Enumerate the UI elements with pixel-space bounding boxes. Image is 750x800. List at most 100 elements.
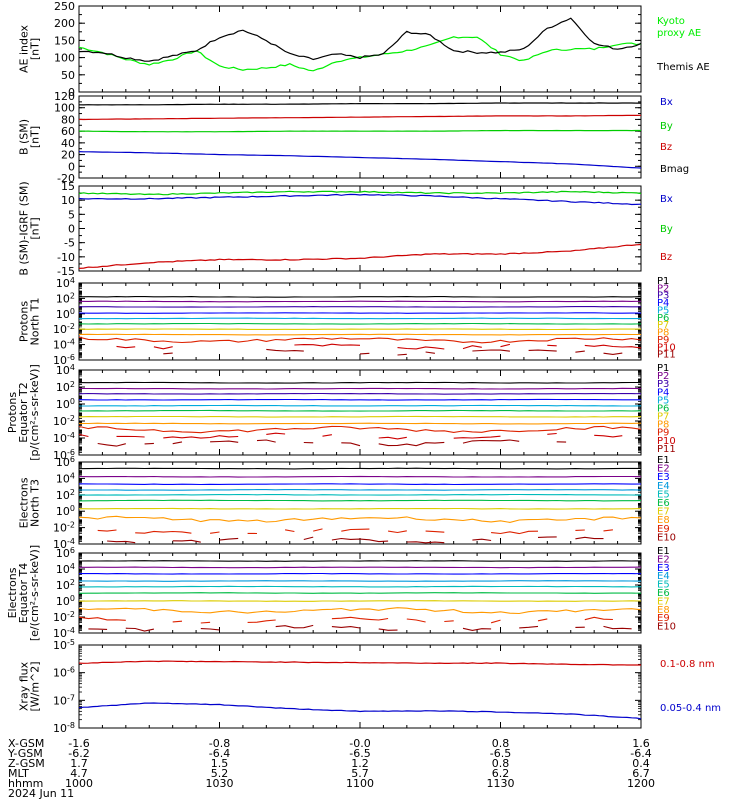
series-line-p4 — [78, 398, 641, 401]
series-line-p1 — [78, 296, 642, 298]
series-line-by — [78, 129, 641, 133]
y-tick-label: 104 — [56, 471, 75, 485]
x-row-label: X-GSM — [8, 737, 44, 750]
y-tick-label: 10-4 — [53, 338, 75, 352]
series-line-p11 — [97, 442, 126, 447]
panel-frame — [78, 644, 642, 729]
panel-ylabel: ProtonsEquator T2[p/(cm²-s-sr-keV)] — [6, 364, 41, 461]
legend-e5: E5 — [657, 489, 670, 500]
legend-p5: P5 — [657, 305, 669, 316]
y-tick-label: 100 — [56, 504, 75, 518]
legend-e4: E4 — [657, 571, 670, 582]
y-tick-label: -10 — [57, 251, 75, 264]
legend-e6: E6 — [657, 588, 670, 599]
series-line-p10 — [294, 343, 361, 347]
series-line-p10 — [584, 344, 642, 349]
series-line-e10 — [172, 539, 201, 543]
y-tick-label: 102 — [56, 488, 75, 502]
legend-e8: E8 — [657, 515, 670, 526]
series-line-e2 — [79, 566, 642, 569]
panel-ylabel: AE index[nT] — [18, 24, 42, 73]
y-tick-label: 102 — [56, 578, 75, 592]
x-tick-label: 6.2 — [492, 767, 510, 780]
series-line-e6 — [78, 592, 642, 594]
y-tick-label: 15 — [61, 180, 75, 193]
legend-p11: P11 — [657, 444, 676, 455]
series-line-e10 — [331, 537, 389, 543]
panel-pe: 10-6 10-4 10-2 100 102 104 ProtonsEquator T2[p… — [6, 363, 676, 462]
legend-e1: E1 — [657, 455, 670, 466]
series-line-p11 — [378, 441, 445, 447]
series-line-p10 — [378, 436, 407, 440]
series-line-p6 — [78, 322, 642, 325]
series-line-e10 — [200, 628, 220, 631]
series-line-e9 — [444, 620, 454, 623]
legend-xray-short: 0.05-0.4 nm — [660, 703, 721, 714]
series-line-p10 — [163, 435, 239, 439]
series-line-e9 — [537, 618, 548, 622]
x-tick-label: 5.2 — [211, 767, 229, 780]
legend-p3: P3 — [657, 291, 669, 302]
series-line-p8 — [78, 333, 641, 336]
x-tick-label: 1100 — [346, 777, 374, 790]
x-tick-label: -6.5 — [490, 747, 511, 760]
series-line-p5 — [78, 317, 641, 320]
panel-ylabel: ElectronsNorth T3 — [18, 477, 42, 528]
series-line-p11 — [163, 352, 173, 355]
legend-e8: E8 — [657, 605, 670, 616]
series-line-p11 — [359, 352, 370, 355]
series-line-p11 — [210, 440, 239, 443]
legend-p6: P6 — [657, 313, 669, 324]
series-line-e10 — [275, 624, 314, 629]
series-line-p6 — [78, 409, 642, 412]
y-tick-label: -15 — [57, 265, 75, 278]
legend-kyoto: Kyoto — [657, 16, 685, 27]
legend-e7: E7 — [657, 507, 670, 518]
y-tick-label: 100 — [56, 397, 75, 411]
y-tick-label: 10-6 — [53, 448, 75, 462]
legend-e3: E3 — [657, 563, 670, 574]
series-line-p11 — [472, 349, 510, 352]
x-tick-label: 4.7 — [70, 767, 88, 780]
legend-p6: P6 — [657, 403, 669, 414]
y-tick-label: 10-2 — [53, 414, 75, 428]
series-line-p7 — [78, 328, 641, 331]
series-line-e7 — [78, 507, 642, 510]
series-line-e9 — [210, 531, 220, 534]
panel-xray: 10-8 10-7 10-6 10-5 Xray flux[W/m^2] 0.1-0.8 … — [18, 638, 722, 735]
series-line-e10 — [88, 628, 108, 630]
x-tick-label: 0.8 — [492, 757, 510, 770]
panel-ylabel: Xray flux[W/m^2] — [18, 661, 42, 711]
series-line-xray — [78, 660, 641, 666]
series-line-e2 — [78, 475, 642, 478]
y-tick-label: 0 — [68, 86, 75, 99]
y-tick-label: 50 — [61, 69, 75, 82]
y-tick-label: 102 — [56, 291, 75, 305]
legend-e7: E7 — [657, 596, 670, 607]
y-tick-label: 100 — [56, 307, 75, 321]
series-line-e7 — [78, 600, 642, 602]
y-tick-label: 100 — [54, 52, 75, 65]
series-line-e8 — [78, 515, 642, 523]
legend-bz: Bz — [660, 142, 672, 153]
x-tick-label: -6.2 — [68, 747, 89, 760]
y-tick-label: 106 — [56, 455, 75, 469]
series-line-p1 — [78, 381, 641, 384]
y-tick-label: -20 — [57, 172, 75, 185]
x-tick-label: 1000 — [65, 777, 93, 790]
y-tick-label: 20 — [61, 149, 75, 162]
y-tick-label: 10-2 — [53, 322, 75, 336]
x-tick-label: 1200 — [627, 777, 655, 790]
series-line-p11 — [462, 439, 520, 444]
series-line-e9 — [425, 530, 445, 533]
series-line-p10 — [78, 433, 89, 438]
series-line-p8 — [78, 422, 642, 425]
series-line-e6 — [78, 499, 642, 502]
series-line-e10 — [519, 625, 539, 629]
x-tick-label: 1.5 — [211, 757, 229, 770]
y-tick-label: 10-4 — [53, 537, 75, 551]
y-tick-label: 100 — [54, 102, 75, 115]
legend-e5: E5 — [657, 580, 670, 591]
